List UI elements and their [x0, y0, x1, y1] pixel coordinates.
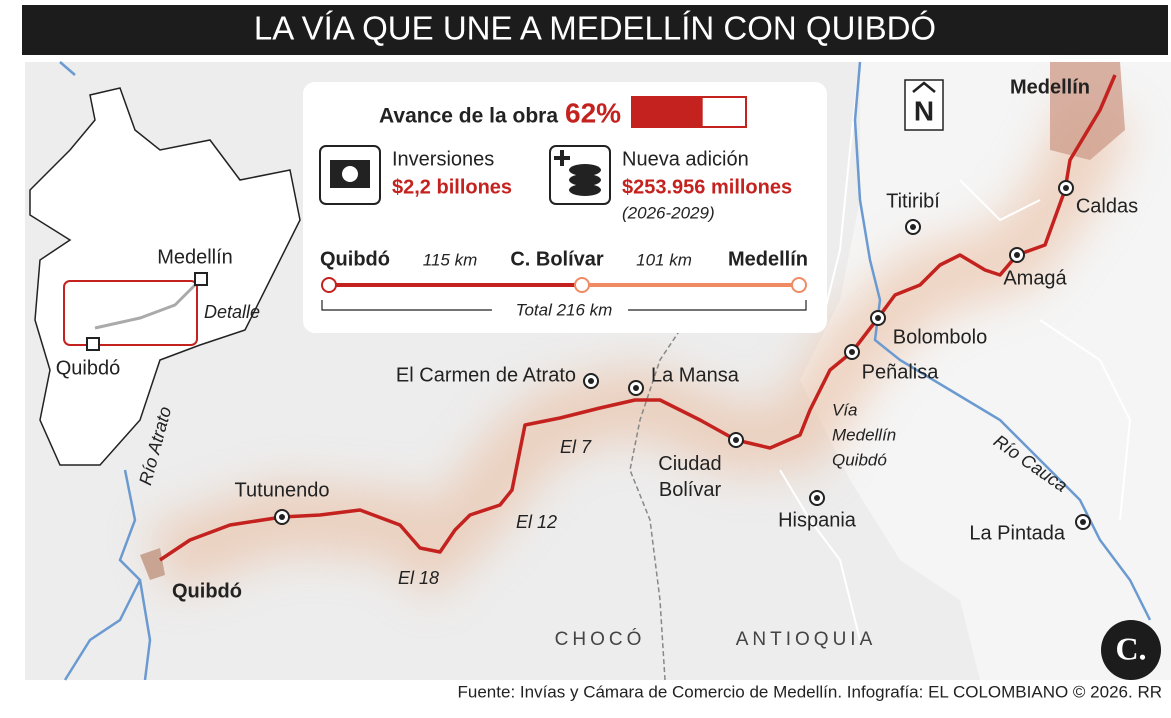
- road-label: Medellín: [832, 425, 896, 444]
- region-label: ANTIOQUIA: [736, 629, 877, 650]
- road-label: Quibdó: [832, 450, 887, 469]
- route-distance: 101 km: [636, 250, 692, 269]
- investment-label: Inversiones: [392, 148, 494, 170]
- north-label: N: [914, 95, 934, 126]
- place-marker-center: [733, 437, 739, 443]
- place-label: Bolombolo: [893, 326, 988, 348]
- route-stop: Quibdó: [320, 248, 390, 270]
- place-label: Amagá: [1003, 267, 1067, 289]
- coins-icon-part: [569, 164, 601, 176]
- progress-bar: [632, 97, 703, 127]
- logo-text: C.: [1115, 630, 1146, 666]
- route-node: [321, 277, 337, 293]
- addition-amount: $253.956 millones: [622, 176, 792, 198]
- place-label: El Carmen de Atrato: [396, 364, 576, 386]
- inset-label: Quibdó: [56, 357, 121, 379]
- inset-label: Detalle: [204, 302, 260, 322]
- route-node: [791, 277, 807, 293]
- route-stop: C. Bolívar: [510, 248, 604, 270]
- north-arrow: [912, 81, 936, 93]
- place-label: Medellín: [1010, 76, 1090, 98]
- money-icon-coin: [342, 166, 358, 182]
- progress-value: 62%: [565, 97, 621, 128]
- coins-icon-plus: [554, 150, 570, 166]
- river-atrato: [59, 61, 152, 681]
- route-distance: 115 km: [423, 250, 478, 269]
- place-marker-center: [1014, 252, 1020, 258]
- place-marker-center: [1080, 519, 1086, 525]
- place-label: La Mansa: [651, 364, 740, 386]
- inset-map: [29, 87, 301, 466]
- info-panel: [303, 82, 827, 333]
- inset-label: Medellín: [157, 246, 233, 268]
- route-stop: Medellín: [728, 248, 808, 270]
- place-marker-center: [1063, 185, 1069, 191]
- inset-marker: [194, 272, 208, 286]
- title: LA VÍA QUE UNE A MEDELLÍN CON QUIBDÓ: [254, 10, 936, 47]
- place-marker-center: [588, 378, 594, 384]
- km-point: El 12: [516, 512, 557, 532]
- km-point: El 7: [560, 437, 592, 457]
- addition-period: (2026-2029): [622, 203, 715, 222]
- place-label: La Pintada: [969, 522, 1066, 544]
- municipal-lines: [779, 61, 1132, 641]
- progress-label: Avance de la obra: [379, 105, 558, 128]
- place-marker-center: [814, 495, 820, 501]
- place-label: Caldas: [1076, 195, 1138, 217]
- quibdo-urban: [140, 548, 165, 580]
- place-label: Ciudad Bolívar: [658, 453, 721, 501]
- region-label: CHOCÓ: [555, 628, 646, 650]
- logo: [1101, 620, 1161, 680]
- place-marker-center: [910, 224, 916, 230]
- inset-route: [94, 283, 197, 330]
- coins-icon-part: [569, 184, 601, 196]
- investment-amount: $2,2 billones: [392, 176, 512, 198]
- place-label: Quibdó: [172, 580, 242, 602]
- route-node: [574, 277, 590, 293]
- place-label: Titiribí: [886, 190, 940, 212]
- inset-detail-box: [63, 280, 198, 346]
- place-label: Peñalisa: [862, 361, 940, 383]
- footer: Fuente: Invías y Cámara de Comercio de M…: [458, 682, 1162, 701]
- road-label: Vía: [832, 400, 858, 419]
- inset-marker: [86, 337, 100, 351]
- road: [159, 74, 1117, 562]
- km-point: El 18: [398, 568, 439, 588]
- places: Medellín Caldas Titiribí Amagá Bolombolo Peña…: [172, 76, 1138, 602]
- place-marker-center: [849, 349, 855, 355]
- place-marker-center: [633, 385, 639, 391]
- place-marker-center: [875, 315, 881, 321]
- total-bracket: [321, 300, 807, 311]
- addition-label: Nueva adición: [622, 148, 749, 170]
- river-cauca: [853, 61, 1152, 621]
- route-total: Total 216 km: [516, 300, 613, 319]
- north-box: [904, 79, 944, 131]
- coins-icon-part: [569, 174, 601, 186]
- department-boundary: [629, 329, 681, 681]
- medellin-urban: [1050, 62, 1125, 160]
- place-label: Hispania: [778, 509, 857, 531]
- place-marker-center: [279, 514, 285, 520]
- title-bar: [22, 5, 1168, 55]
- place-label: Tutunendo: [235, 479, 330, 501]
